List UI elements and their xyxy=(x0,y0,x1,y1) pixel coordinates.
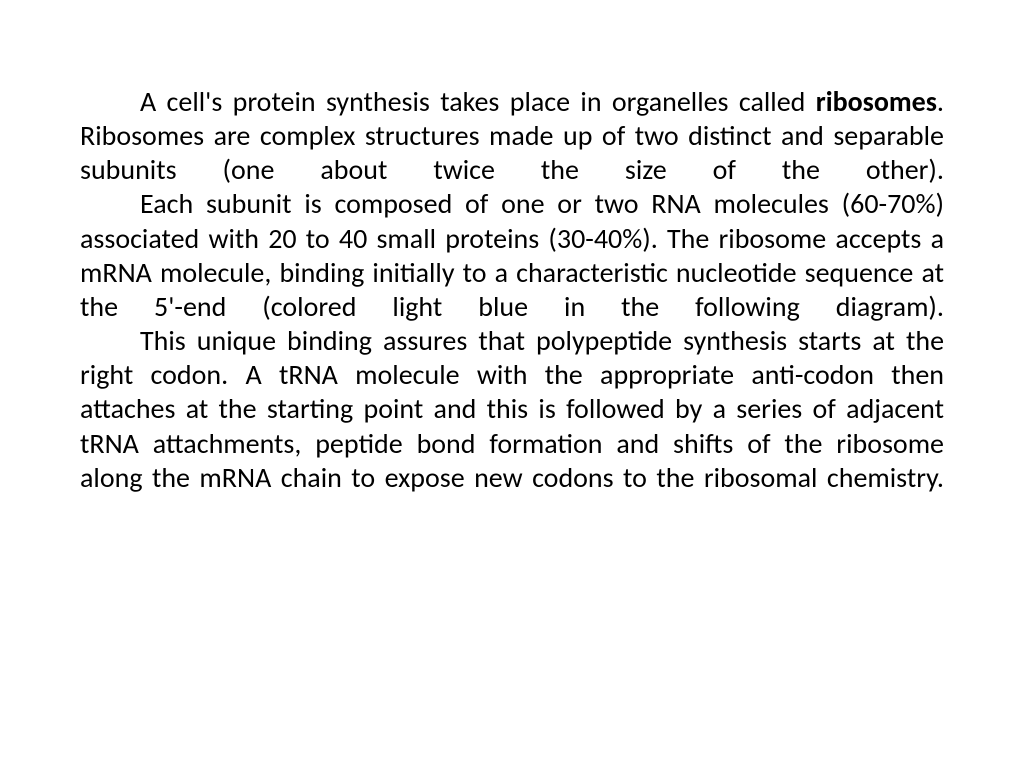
paragraph-1-bold: ribosomes xyxy=(816,84,937,119)
paragraph-1-seg1: A cell's protein synthesis takes place i… xyxy=(140,84,816,119)
document-page: A cell's protein synthesis takes place i… xyxy=(0,0,1024,768)
paragraph-3: This unique binding assures that polypep… xyxy=(80,324,944,495)
paragraph-1: A cell's protein synthesis takes place i… xyxy=(80,85,944,187)
paragraph-2: Each subunit is composed of one or two R… xyxy=(80,187,944,324)
paragraph-3-text: This unique binding assures that polypep… xyxy=(80,323,944,495)
paragraph-2-text: Each subunit is composed of one or two R… xyxy=(80,186,944,323)
